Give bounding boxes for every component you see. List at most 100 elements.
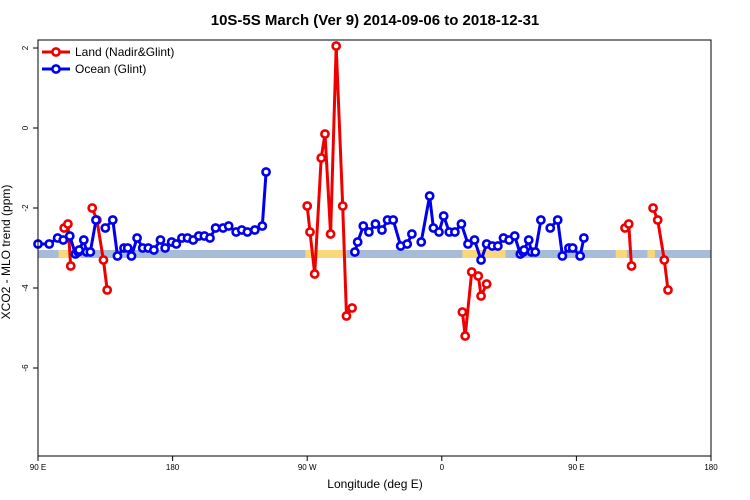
band-strip [38,250,711,258]
x-tick-label: 90 E [30,463,46,472]
ocean-data-point [567,243,578,253]
ocean-data-point [132,233,142,243]
land-series-line [90,207,109,291]
y-tick-label: 2 [21,45,30,50]
ocean-data-point [261,167,271,177]
ocean-data-point [530,247,541,257]
ocean-data-point [456,219,467,229]
ocean-data-point [476,255,486,265]
ocean-data-point [223,221,234,231]
legend-land-marker [51,47,61,57]
land-data-point [652,215,663,225]
ocean-data-point [388,215,399,225]
land-data-point [457,307,468,317]
y-tick-label: -4 [21,284,30,292]
ocean-data-point [492,241,503,251]
ocean-data-point [523,235,534,245]
chart-title: 10S-5S March (Ver 9) 2014-09-06 to 2018-… [211,12,540,29]
land-data-point [626,261,637,271]
ocean-data-point [257,221,268,231]
legend-ocean-marker [51,64,61,74]
land-series-line [305,44,354,318]
ocean-data-point [112,251,123,261]
land-data-point [331,41,342,51]
x-tick-label: 0 [440,463,445,472]
land-data-point [102,285,113,295]
y-tick-label: 0 [21,125,30,130]
ocean-data-point [519,245,529,255]
land-data-point [347,303,357,313]
plot-frame [37,39,712,457]
ocean-data-point [171,239,182,249]
ocean-data-point [64,231,75,241]
x-axis: 90 E 180 90 W 0 90 E 180 [30,456,718,472]
ocean-data-point [126,251,137,261]
ocean-data-point [85,247,96,257]
ocean-data-point [149,245,159,255]
land-data-point [316,153,327,163]
ocean-data-point [552,215,563,225]
ocean-data-point [242,227,253,237]
land-data-point [659,255,670,265]
ocean-data-point [358,221,369,231]
ocean-data-point [438,211,449,221]
ocean-data-point [406,229,417,239]
x-tick-label: 180 [704,463,718,472]
ocean-data-point [91,215,101,225]
ocean-data-point [370,219,381,229]
ocean-data-point [535,215,546,225]
ocean-data-point [416,237,427,247]
ocean-data-point [424,191,435,201]
legend-land-label: Land (Nadir&Glint) [75,45,174,59]
ocean-data-point [100,223,111,233]
ocean-data-point [449,227,460,237]
ocean-data-point [509,231,520,241]
ocean-data-point [545,223,556,233]
ocean-data-point [107,215,118,225]
y-axis: 2 0 -2 -4 -6 [21,45,38,372]
band-highlight [305,250,347,258]
y-axis-label: XCO2 - MLO trend (ppm) [0,185,13,320]
land-data-point [63,219,73,229]
land-data-point [648,203,658,213]
ocean-data-point [469,235,480,245]
ocean-data-point [377,225,387,235]
legend-ocean-label: Ocean (Glint) [75,62,146,76]
land-data-point [325,229,336,239]
land-data-point [476,291,486,301]
ocean-data-point [78,235,89,245]
x-tick-label: 90 W [298,463,317,472]
ocean-data-point [160,243,171,253]
land-data-point [98,255,109,265]
land-data-point [663,285,673,295]
land-data-point [337,201,348,211]
ocean-data-point [249,225,260,235]
ocean-data-point [74,245,85,255]
ocean-data-point [122,243,133,253]
ocean-data-point [155,235,166,245]
land-data-point [466,267,477,277]
y-tick-label: -2 [21,204,30,212]
land-data-point [65,261,76,271]
x-tick-label: 90 E [568,463,584,472]
land-data-point [320,129,330,139]
land-data-point [623,219,634,229]
band-highlight [615,250,627,258]
ocean-data-point [402,239,413,249]
land-data-point [460,331,471,341]
ocean-data-point [210,223,221,233]
land-data-point [341,311,352,321]
ocean-data-point [575,251,586,261]
ocean-data-point [44,239,55,249]
ocean-data-point [58,235,69,245]
ocean-data-point [463,239,473,249]
ocean-data-point [557,251,568,261]
legend: Land (Nadir&Glint) Ocean (Glint) [42,45,174,76]
land-data-point [481,279,492,289]
land-data-point [473,271,484,281]
series-layer [33,41,673,341]
land-data-point [305,227,315,237]
ocean-data-point [349,247,360,257]
land-data-point [302,201,313,211]
